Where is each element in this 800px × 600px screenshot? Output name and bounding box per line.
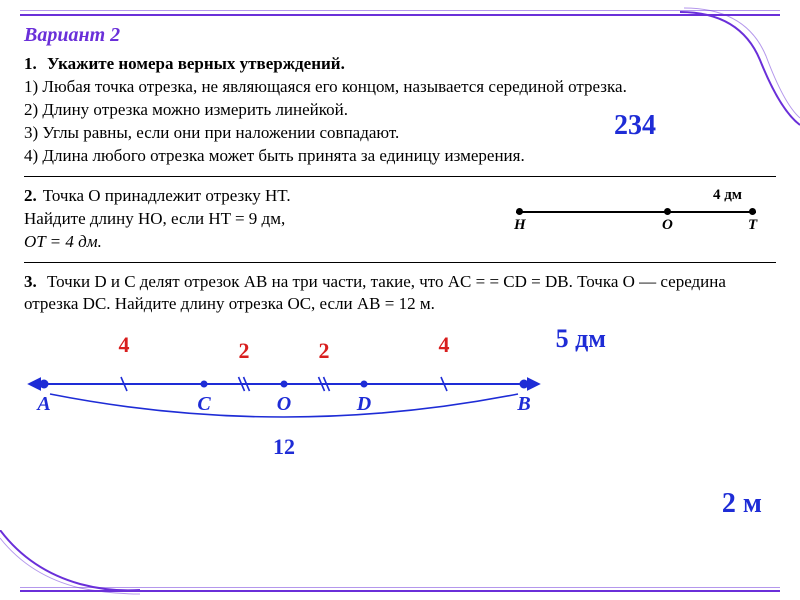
- q2-line2: Найдите длину HO, если HT = 9 дм,: [24, 208, 498, 231]
- q3-answer: 2 м: [722, 488, 762, 520]
- question-3: 3. Точки D и C делят отрезок AB на три ч…: [24, 271, 776, 461]
- svg-text:C: C: [197, 393, 211, 415]
- q1-title: Укажите номера верных утверждений.: [47, 54, 345, 73]
- q1-answer: 234: [614, 110, 656, 142]
- seg-label-H: H: [514, 217, 526, 234]
- svg-text:2: 2: [319, 338, 330, 363]
- variant-title: Вариант 2: [24, 24, 776, 47]
- q1-opt1: 1) Любая точка отрезка, не являющаяся ег…: [24, 76, 776, 99]
- seg-label-O: O: [662, 217, 673, 234]
- svg-text:O: O: [277, 393, 291, 415]
- content-area: Вариант 2 1. Укажите номера верных утвер…: [24, 24, 776, 580]
- svg-text:B: B: [516, 393, 530, 415]
- q1-opt4: 4) Длина любого отрезка может быть приня…: [24, 145, 776, 168]
- seg-line: [516, 211, 756, 213]
- seg-label-4dm: 4 дм: [713, 187, 742, 204]
- question-1: 1. Укажите номера верных утверждений. 1)…: [24, 53, 776, 168]
- q3-text: Точки D и C делят отрезок AB на три част…: [24, 272, 726, 314]
- q2-figure: 4 дм H O T: [516, 185, 776, 237]
- seg-point-O: [664, 208, 671, 215]
- svg-text:4: 4: [439, 332, 450, 357]
- divider: [24, 262, 776, 263]
- q1-title-line: 1. Укажите номера верных утверждений.: [24, 53, 776, 76]
- q2-line1: Точка O принадлежит отрезку HT.: [43, 186, 291, 205]
- frame-line: [20, 10, 780, 11]
- frame-line: [20, 14, 780, 16]
- q1-opt2: 2) Длину отрезка можно измерить линейкой…: [24, 99, 776, 122]
- svg-text:12: 12: [273, 434, 295, 459]
- svg-text:2: 2: [239, 338, 250, 363]
- q2-line3: OT = 4 дм.: [24, 232, 102, 251]
- q3-figure: 4 2 2 4 A C O D B 12: [24, 330, 776, 460]
- seg-label-T: T: [748, 217, 757, 234]
- divider: [24, 176, 776, 177]
- question-2: 2. Точка O принадлежит отрезку HT. Найдит…: [24, 185, 776, 254]
- figure-svg: 4 2 2 4 A C O D B 12: [24, 330, 584, 460]
- seg-point-H: [516, 208, 523, 215]
- svg-text:4: 4: [119, 332, 130, 357]
- q1-number: 1.: [24, 53, 37, 76]
- q2-text: 2. Точка O принадлежит отрезку HT. Найдит…: [24, 185, 498, 254]
- q1-opt3: 3) Углы равны, если они при наложении со…: [24, 122, 776, 145]
- svg-text:D: D: [356, 393, 371, 415]
- seg-point-T: [749, 208, 756, 215]
- svg-text:A: A: [35, 393, 50, 415]
- q2-number: 2.: [24, 185, 37, 208]
- q3-number: 3.: [24, 271, 37, 294]
